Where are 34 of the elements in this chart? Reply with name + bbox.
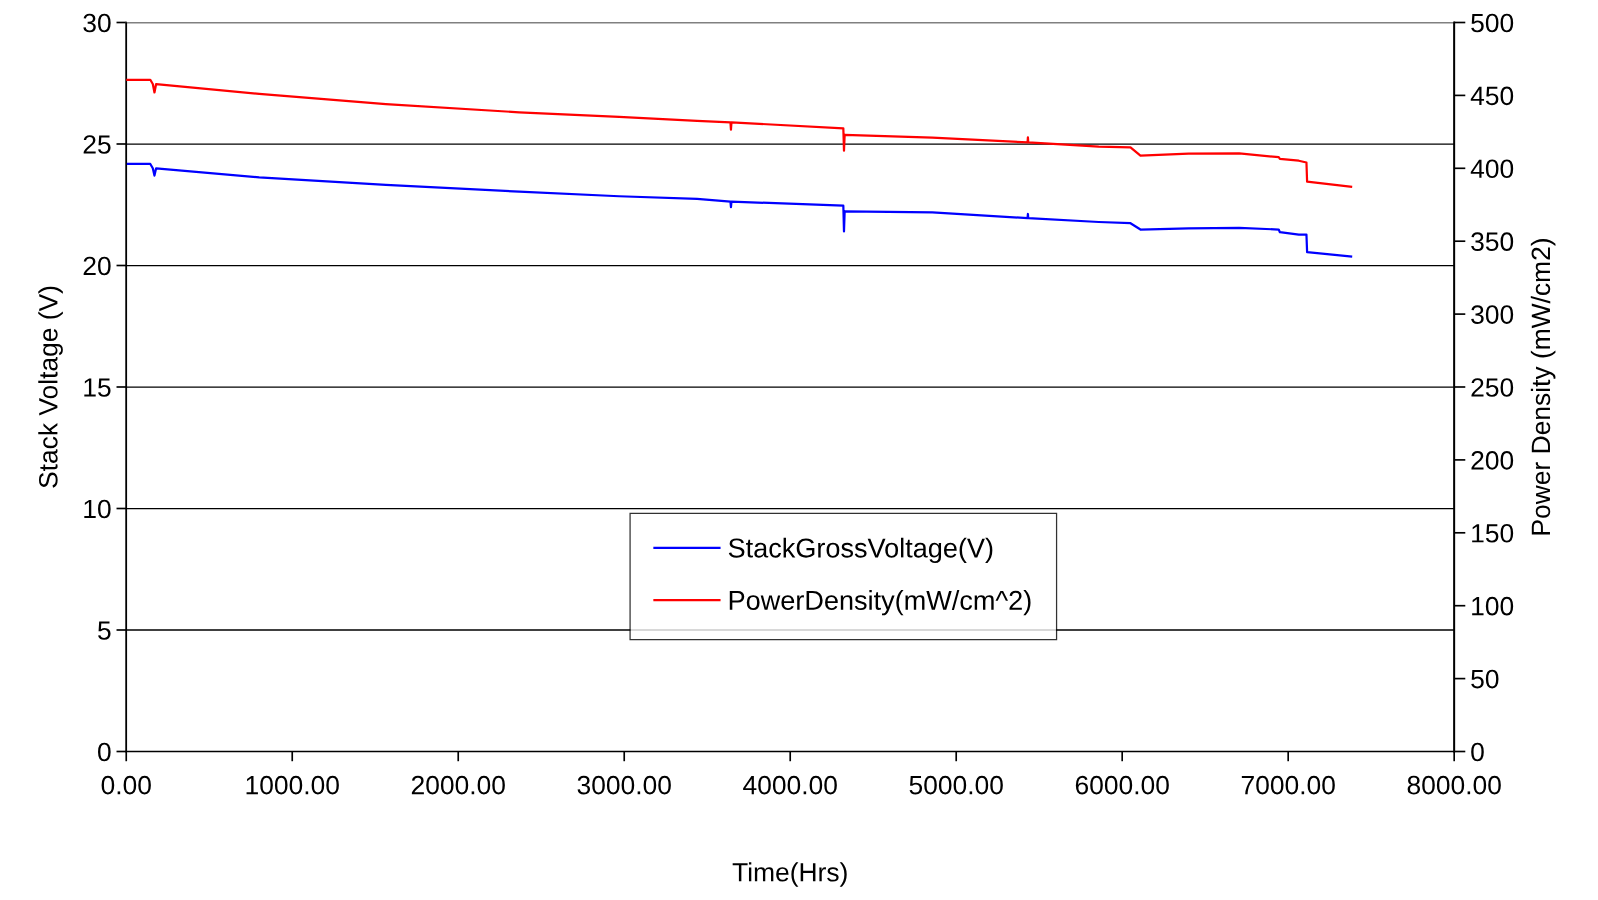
y2-axis-title: Power Density (mW/cm2) bbox=[1530, 239, 1556, 535]
legend-label: PowerDensity(mW/cm^2) bbox=[729, 590, 1031, 616]
line-series bbox=[126, 78, 1353, 188]
y2-tick-label: 0 bbox=[1471, 742, 1484, 762]
legend-label: StackGrossVoltage(V) bbox=[728, 537, 993, 563]
y-tick-label: 30 bbox=[83, 13, 111, 33]
y2-tick-label: 450 bbox=[1470, 86, 1514, 106]
y-axis-title: Stack Voltage (V) bbox=[38, 286, 63, 488]
y2-tick-label: 250 bbox=[1471, 378, 1514, 397]
x-tick-label: 6000.00 bbox=[1075, 775, 1169, 795]
x-tick-label: 7000.00 bbox=[1241, 775, 1335, 795]
y2-tick-label: 100 bbox=[1472, 596, 1514, 616]
y-tick-label: 5 bbox=[98, 621, 111, 640]
x-tick-label: 8000.00 bbox=[1407, 775, 1501, 795]
line-series bbox=[126, 162, 1353, 258]
y-tick-label: 15 bbox=[84, 378, 111, 397]
y-tick-label: 0 bbox=[98, 742, 111, 762]
y2-tick-label: 300 bbox=[1471, 305, 1514, 324]
y2-tick-label: 200 bbox=[1471, 451, 1514, 470]
x-tick-label: 4000.00 bbox=[743, 775, 837, 795]
x-tick-label: 2000.00 bbox=[411, 775, 505, 795]
x-tick-label: 1000.00 bbox=[246, 775, 339, 795]
y2-tick-label: 50 bbox=[1471, 669, 1499, 689]
x-tick-label: 0.00 bbox=[101, 775, 151, 795]
y2-tick-label: 350 bbox=[1471, 232, 1514, 252]
x-tick-label: 5000.00 bbox=[909, 775, 1003, 795]
y-tick-label: 25 bbox=[83, 135, 111, 154]
y-tick-label: 20 bbox=[83, 256, 111, 276]
y2-tick-label: 400 bbox=[1470, 159, 1514, 179]
y2-tick-label: 500 bbox=[1471, 13, 1514, 33]
y-tick-label: 10 bbox=[84, 499, 111, 519]
y2-tick-label: 150 bbox=[1472, 523, 1514, 543]
x-tick-label: 3000.00 bbox=[577, 775, 671, 795]
x-axis-title: Time(Hrs) bbox=[732, 862, 847, 887]
